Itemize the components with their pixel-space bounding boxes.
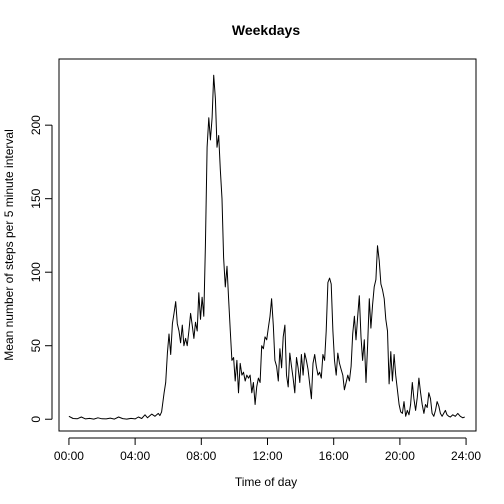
y-tick-label: 150 [29, 188, 43, 208]
y-axis: 0 50 100 150 200 [29, 115, 53, 423]
x-tick-label: 16:00 [319, 449, 349, 463]
x-tick-label: 24:00 [451, 449, 481, 463]
x-tick-label: 04:00 [120, 449, 150, 463]
x-tick-label: 20:00 [385, 449, 415, 463]
x-axis-label: Time of day [235, 475, 297, 489]
x-tick-label: 08:00 [186, 449, 216, 463]
y-tick-label: 0 [29, 416, 43, 423]
y-tick-label: 100 [29, 262, 43, 282]
x-axis: 00:00 04:00 08:00 12:00 16:00 20:00 24:00 [54, 437, 481, 463]
y-axis-label: Mean number of steps per 5 minute interv… [2, 129, 16, 360]
x-tick-label: 00:00 [54, 449, 84, 463]
y-tick-label: 50 [29, 339, 43, 353]
plot-frame [58, 58, 477, 432]
x-tick-label: 12:00 [252, 449, 282, 463]
series-line [68, 74, 465, 420]
y-tick-label: 200 [29, 115, 43, 135]
chart-title: Weekdays [232, 22, 300, 38]
